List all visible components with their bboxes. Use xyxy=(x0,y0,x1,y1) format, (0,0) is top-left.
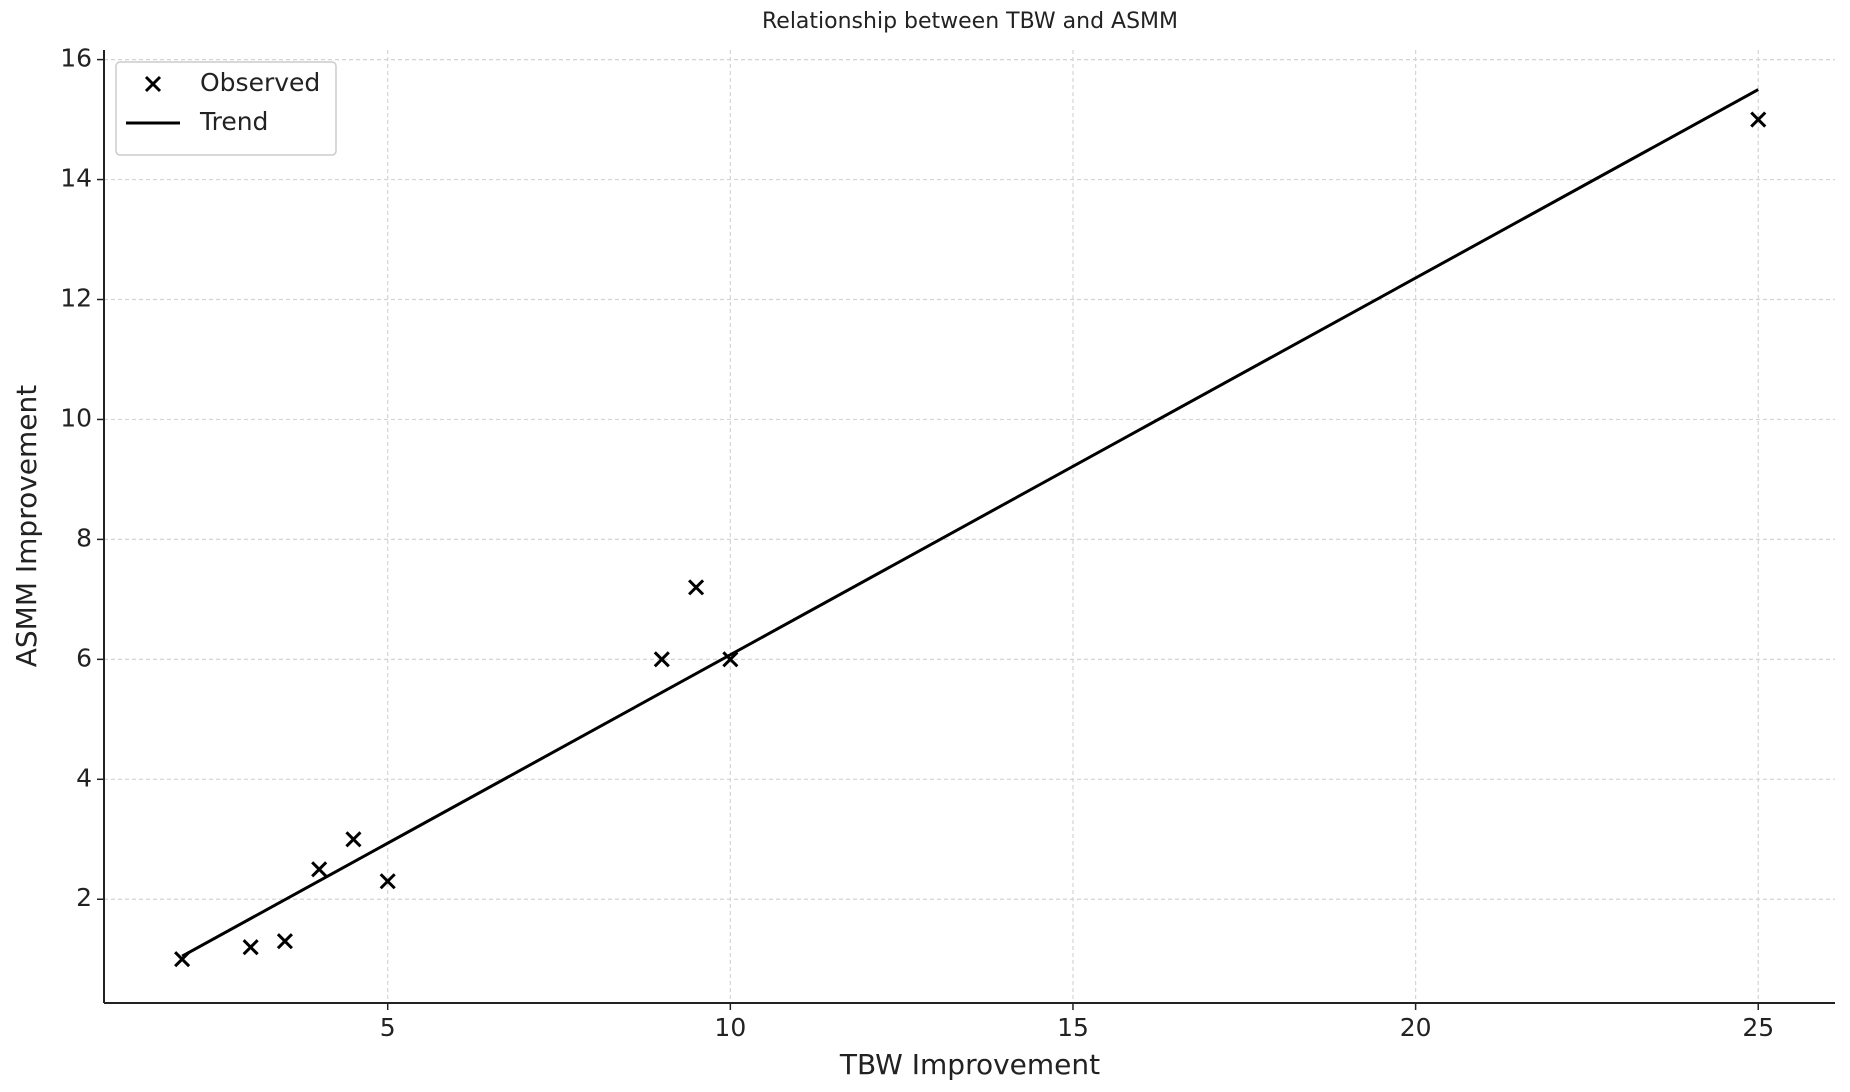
y-tick-label: 6 xyxy=(76,643,92,672)
data-point xyxy=(242,939,259,956)
x-tick-label: 5 xyxy=(380,1013,396,1042)
legend-label: Observed xyxy=(200,68,320,97)
chart-title: Relationship between TBW and ASMM xyxy=(762,9,1178,34)
y-tick-label: 12 xyxy=(60,283,92,312)
legend-box xyxy=(115,61,337,156)
y-tick-label: 16 xyxy=(60,44,92,73)
data-point xyxy=(1750,111,1767,128)
x-tick-label: 10 xyxy=(714,1013,746,1042)
x-axis-label: TBW Improvement xyxy=(839,1048,1100,1081)
data-point xyxy=(688,579,705,596)
x-tick-label: 20 xyxy=(1400,1013,1432,1042)
data-point xyxy=(379,873,396,890)
y-axis-label: ASMM Improvement xyxy=(10,385,43,668)
trend-line xyxy=(181,88,1759,958)
data-point xyxy=(345,831,362,848)
y-tick-label: 14 xyxy=(60,164,92,193)
data-point xyxy=(722,651,739,668)
y-tick-label: 8 xyxy=(76,523,92,552)
y-tick-label: 2 xyxy=(76,883,92,912)
y-tick-label: 4 xyxy=(76,763,92,792)
x-tick-label: 25 xyxy=(1742,1013,1774,1042)
legend-label: Trend xyxy=(199,107,268,136)
data-point xyxy=(653,651,670,668)
y-tick-label: 10 xyxy=(60,403,92,432)
data-point xyxy=(311,861,328,878)
legend-marker xyxy=(144,75,162,93)
data-point xyxy=(276,933,293,950)
x-tick-label: 15 xyxy=(1057,1013,1089,1042)
